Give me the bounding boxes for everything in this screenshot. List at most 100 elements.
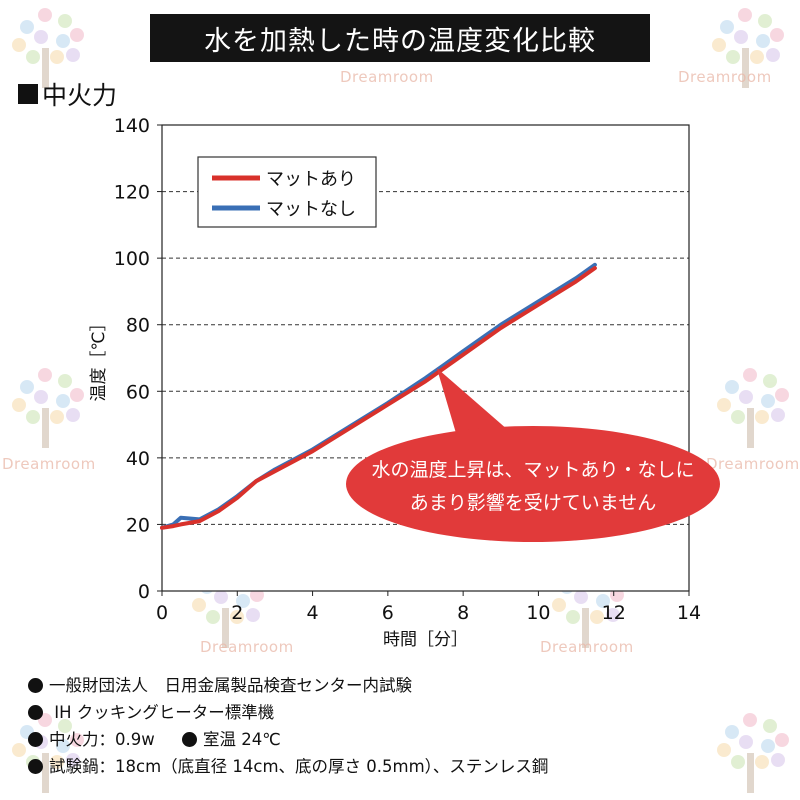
tree-leaf: [731, 755, 745, 769]
tree-leaf: [743, 713, 757, 727]
tree-leaf: [50, 410, 64, 424]
tree-trunk: [222, 608, 229, 648]
y-tick-label: 0: [138, 581, 150, 603]
tree-leaf: [58, 14, 72, 28]
tree-leaf: [34, 390, 48, 404]
callout-pointer: [436, 367, 508, 440]
page-title: 水を加熱した時の温度変化比較: [204, 25, 596, 57]
watermark-text: Dreamroom: [706, 455, 800, 473]
y-tick-label: 40: [126, 448, 150, 470]
x-tick-label: 14: [677, 602, 701, 624]
callout-text: あまり影響を受けていません: [410, 492, 656, 514]
tree-leaf: [758, 14, 772, 28]
tree-leaf: [725, 380, 739, 394]
tree-leaf: [750, 50, 764, 64]
tree-leaf: [38, 368, 52, 382]
bullet-icon: [28, 732, 43, 747]
section-heading-label: 中火力: [42, 81, 118, 110]
tree-leaf: [731, 410, 745, 424]
tree-trunk: [747, 753, 754, 793]
tree-leaf: [590, 610, 604, 624]
tree-leaf: [20, 380, 34, 394]
test-conditions: 一般財団法人 日用金属製品検査センター内試験 IH クッキングヒーター標準機 中…: [28, 672, 548, 780]
tree-leaf: [574, 590, 588, 604]
watermark-tree: [705, 705, 795, 795]
tree-leaf: [56, 394, 70, 408]
tree-trunk: [742, 48, 749, 88]
y-tick-label: 100: [114, 248, 150, 270]
tree-leaf: [726, 50, 740, 64]
section-heading: 中火力: [18, 76, 117, 112]
note-text: 一般財団法人 日用金属製品検査センター内試験: [49, 676, 412, 695]
legend-label: マットなし: [266, 199, 356, 220]
tree-leaf: [761, 739, 775, 753]
callout-text: 水の温度上昇は、マットあり・なしに: [371, 459, 694, 481]
watermark-text: Dreamroom: [200, 638, 294, 656]
tree-leaf: [717, 398, 731, 412]
legend-box: [197, 156, 377, 228]
x-axis-label: 時間［分］: [383, 630, 468, 650]
watermark-tree: [705, 360, 795, 450]
x-tick-label: 0: [156, 602, 168, 624]
tree-leaf: [246, 608, 260, 622]
tree-leaf: [58, 719, 72, 733]
tree-trunk: [42, 48, 49, 88]
tree-leaf: [771, 753, 785, 767]
tree-trunk: [42, 753, 49, 793]
tree-leaf: [755, 410, 769, 424]
tree-leaf: [206, 610, 220, 624]
tree-leaf: [755, 755, 769, 769]
bullet-icon: [28, 678, 43, 693]
square-bullet-icon: [18, 84, 38, 104]
tree-leaf: [734, 30, 748, 44]
note-row: 試験鍋：18cm（底直径 14cm、底の厚さ 0.5mm）、ステンレス鋼: [28, 753, 548, 780]
tree-leaf: [717, 743, 731, 757]
tree-leaf: [70, 388, 84, 402]
tree-leaf: [26, 50, 40, 64]
x-tick-label: 6: [382, 602, 394, 624]
tree-leaf: [739, 735, 753, 749]
y-tick-label: 80: [126, 315, 150, 337]
watermark-tree: [0, 360, 90, 450]
tree-leaf: [566, 610, 580, 624]
note-text: IH クッキングヒーター標準機: [49, 703, 275, 722]
note-text: 室温 24℃: [203, 730, 281, 749]
watermark-tree: [700, 0, 790, 90]
x-tick-label: 8: [457, 602, 469, 624]
x-tick-label: 2: [231, 602, 243, 624]
tree-leaf: [66, 753, 80, 767]
tree-leaf: [58, 374, 72, 388]
watermark-text: Dreamroom: [540, 638, 634, 656]
note-row: 中火力：0.9w 室温 24℃: [28, 726, 548, 753]
note-row: IH クッキングヒーター標準機: [28, 699, 548, 726]
tree-leaf: [230, 610, 244, 624]
tree-leaf: [712, 38, 726, 52]
tree-leaf: [56, 739, 70, 753]
watermark-tree: [0, 0, 90, 90]
tree-leaf: [756, 34, 770, 48]
tree-leaf: [738, 8, 752, 22]
note-text: 試験鍋：18cm（底直径 14cm、底の厚さ 0.5mm）、ステンレス鋼: [49, 757, 549, 776]
tree-leaf: [763, 719, 777, 733]
tree-leaf: [66, 48, 80, 62]
y-tick-label: 140: [114, 115, 150, 137]
tree-leaf: [50, 755, 64, 769]
title-bar: 水を加熱した時の温度変化比較: [150, 14, 650, 62]
tree-trunk: [42, 408, 49, 448]
tree-leaf: [70, 28, 84, 42]
tree-leaf: [775, 388, 789, 402]
tree-leaf: [743, 368, 757, 382]
tree-leaf: [761, 394, 775, 408]
tree-leaf: [26, 410, 40, 424]
tree-leaf: [20, 20, 34, 34]
callout-bubble: [346, 426, 720, 542]
legend-label: マットあり: [266, 169, 356, 190]
tree-leaf: [192, 598, 206, 612]
tree-leaf: [66, 408, 80, 422]
tree-leaf: [34, 30, 48, 44]
tree-trunk: [747, 408, 754, 448]
tree-leaf: [50, 50, 64, 64]
tree-leaf: [70, 733, 84, 747]
y-tick-label: 60: [126, 381, 150, 403]
